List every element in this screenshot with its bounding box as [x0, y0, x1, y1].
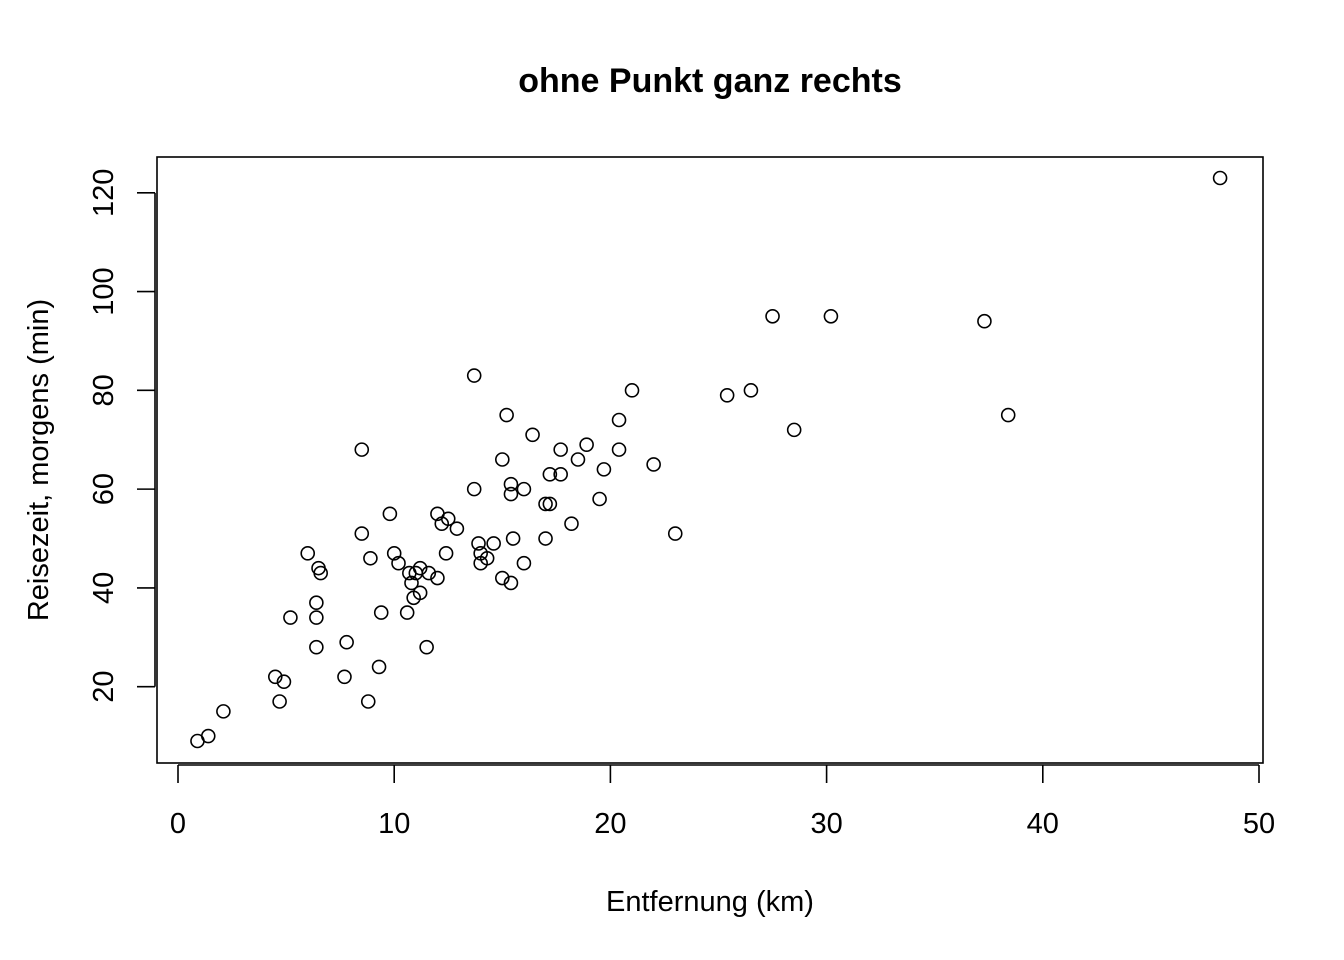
y-tick-label: 60 [88, 473, 120, 505]
data-point [386, 546, 402, 561]
data-point [977, 313, 992, 329]
data-point [438, 546, 454, 561]
data-point [503, 486, 519, 502]
data-point [611, 412, 627, 428]
data-point [363, 550, 378, 566]
chart-title: ohne Punkt ganz rechts [518, 62, 902, 100]
y-tick-label: 100 [88, 267, 120, 315]
plot-frame [156, 156, 1264, 764]
y-tick-label: 80 [88, 374, 120, 406]
data-point [719, 387, 735, 403]
data-point [765, 308, 780, 324]
data-point [503, 575, 519, 591]
data-point [516, 555, 532, 571]
data-point [823, 308, 839, 324]
data-point [564, 516, 579, 532]
data-point [272, 694, 287, 709]
data-point [646, 457, 661, 472]
data-point [494, 452, 510, 467]
data-point [283, 610, 298, 625]
data-point [339, 634, 354, 650]
data-point [499, 407, 514, 423]
x-tick-label: 20 [594, 808, 626, 840]
data-point [596, 462, 612, 477]
data-point [382, 506, 398, 522]
data-point [309, 595, 324, 611]
data-point [216, 704, 231, 719]
data-point [360, 694, 376, 709]
data-point [399, 605, 415, 620]
data-point [624, 383, 640, 398]
y-axis: 20 40 60 80 100 120 [88, 169, 156, 703]
data-point [421, 565, 437, 581]
data-point [309, 610, 324, 625]
data-point [538, 496, 553, 512]
data-point [479, 550, 495, 566]
data-point [525, 427, 540, 443]
data-point [486, 536, 501, 551]
data-point [354, 526, 370, 541]
data-point [337, 669, 352, 685]
data-point [542, 467, 558, 482]
data-point [430, 570, 445, 586]
data-point [570, 452, 586, 467]
data-point [466, 368, 482, 383]
data-point [300, 546, 316, 561]
data-point [449, 521, 465, 536]
data-point [743, 383, 759, 398]
data-point [371, 659, 387, 675]
data-point [412, 560, 428, 576]
data-point [419, 639, 434, 655]
x-tick-label: 10 [378, 808, 410, 840]
data-point [579, 437, 594, 452]
data-point [516, 481, 532, 497]
data-point [505, 531, 521, 546]
data-point [404, 575, 419, 591]
data-point [542, 496, 558, 512]
data-point [412, 585, 428, 601]
x-tick-label: 50 [1243, 808, 1275, 840]
data-point [276, 674, 292, 690]
data-point [1000, 407, 1016, 423]
data-point [267, 669, 283, 685]
data-point [354, 442, 370, 457]
data-point [1212, 170, 1228, 186]
data-point [313, 565, 328, 581]
data-point [373, 605, 389, 620]
x-tick-label: 0 [170, 808, 186, 840]
data-point [391, 555, 406, 571]
data-point [786, 422, 802, 438]
data-point [471, 536, 486, 551]
y-tick-label: 20 [88, 671, 120, 703]
data-point [667, 526, 683, 541]
x-tick-label: 40 [1027, 808, 1059, 840]
data-point [553, 442, 568, 457]
data-points [190, 170, 1228, 749]
data-point [592, 491, 607, 507]
y-tick-label: 120 [88, 169, 120, 217]
data-point [494, 570, 510, 586]
data-point [200, 728, 216, 744]
y-axis-label: Reisezeit, morgens (min) [23, 299, 55, 621]
data-point [466, 481, 482, 497]
data-point [553, 467, 568, 482]
data-point [440, 511, 456, 527]
y-tick-label: 40 [88, 572, 120, 604]
x-axis-label: Entfernung (km) [606, 886, 814, 918]
data-point [611, 442, 627, 457]
x-tick-label: 30 [810, 808, 842, 840]
x-axis: 0 10 20 30 40 50 [170, 764, 1275, 840]
data-point [503, 476, 519, 492]
data-point [309, 639, 324, 655]
data-point [538, 531, 553, 546]
